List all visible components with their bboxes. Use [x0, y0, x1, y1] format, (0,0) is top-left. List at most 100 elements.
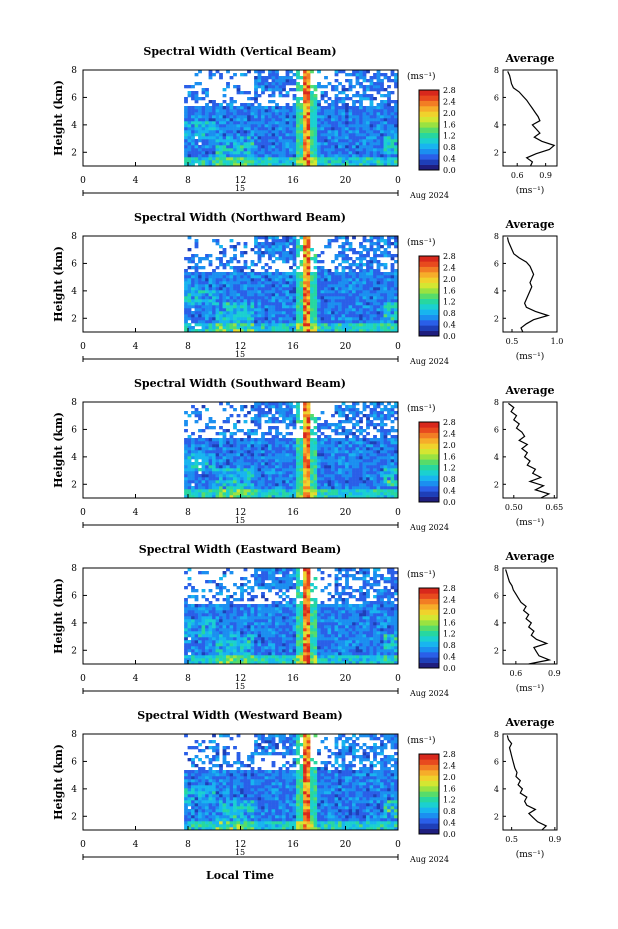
heatmap-cell [383, 112, 388, 116]
heatmap-cell [376, 462, 381, 466]
heatmap-cell [247, 148, 251, 152]
heatmap-cell [338, 495, 342, 499]
heatmap-cell [257, 76, 262, 80]
heatmap-cell [194, 160, 199, 164]
heatmap-cell [184, 163, 188, 167]
heatmap-cell [320, 148, 325, 152]
heatmap-cell [268, 251, 272, 255]
heatmap-cell [299, 483, 304, 487]
heatmap-cell [250, 133, 255, 137]
heatmap-cell [278, 115, 283, 119]
heatmap-cell [229, 471, 234, 475]
heatmap-cell [352, 468, 356, 472]
heatmap-cell [366, 88, 370, 92]
heatmap-cell [373, 441, 377, 445]
heatmap-cell [352, 465, 356, 469]
heatmap-cell [198, 257, 202, 261]
heatmap-cell [359, 263, 363, 267]
heatmap-cell [219, 465, 223, 469]
heatmap-cell [320, 468, 325, 472]
heatmap-cell [289, 305, 293, 309]
heatmap-cell [198, 160, 202, 164]
heatmap-cell [275, 408, 279, 412]
heatmap-cell [299, 317, 304, 321]
heatmap-cell [362, 456, 367, 460]
heatmap-cell [282, 468, 286, 472]
heatmap-cell [394, 278, 398, 282]
heatmap-cell [292, 495, 297, 499]
heatmap-cell [271, 151, 276, 155]
heatmap-cell [292, 130, 297, 134]
heatmap-cell [261, 109, 265, 113]
heatmap-cell [303, 326, 307, 330]
heatmap-cell [334, 148, 339, 152]
heatmap-cell [376, 154, 381, 158]
heatmap-cell [184, 154, 188, 158]
heatmap-cell [261, 242, 265, 246]
heatmap-cell [296, 311, 300, 315]
heatmap-cell [222, 160, 227, 164]
heatmap-cell [271, 489, 276, 493]
heatmap-cell [334, 151, 339, 155]
heatmap-cell [359, 121, 363, 125]
heatmap-cell [313, 103, 318, 107]
heatmap-cell [373, 275, 377, 279]
heatmap-cell [205, 426, 209, 430]
heatmap-cell [355, 305, 360, 309]
heatmap-cell [236, 142, 241, 146]
heatmap-cell [383, 311, 388, 315]
heatmap-cell [390, 489, 395, 493]
heatmap-cell [331, 130, 335, 134]
heatmap-cell [390, 160, 395, 164]
heatmap-cell [373, 402, 377, 406]
heatmap-cell [387, 124, 391, 128]
heatmap-cell [240, 284, 244, 288]
heatmap-cell [285, 121, 290, 125]
heatmap-cell [285, 408, 290, 412]
heatmap-cell [289, 242, 293, 246]
heatmap-cell [341, 402, 346, 406]
heatmap-cell [313, 447, 318, 451]
heatmap-cell [334, 305, 339, 309]
heatmap-cell [226, 281, 230, 285]
heatmap-cell [268, 151, 272, 155]
heatmap-cell [215, 314, 220, 318]
heatmap-cell [226, 474, 230, 478]
heatmap-cell [187, 85, 192, 89]
heatmap-cell [348, 112, 353, 116]
heatmap-cell [208, 281, 213, 285]
heatmap-cell [233, 281, 237, 285]
heatmap-cell [390, 471, 395, 475]
heatmap-cell [278, 299, 283, 303]
heatmap-cell [261, 447, 265, 451]
heatmap-cell [296, 284, 300, 288]
heatmap-cell [303, 429, 307, 433]
heatmap-cell [359, 97, 363, 101]
heatmap-cell [331, 423, 335, 427]
heatmap-cell [348, 459, 353, 463]
heatmap-cell [352, 73, 356, 77]
heatmap-cell [369, 100, 374, 104]
heatmap-cell [257, 311, 262, 315]
heatmap-cell [271, 468, 276, 472]
heatmap-cell [250, 486, 255, 490]
heatmap-cell [376, 402, 381, 406]
heatmap-cell [268, 305, 272, 309]
heatmap-cell [275, 136, 279, 140]
colorbar-segment [419, 475, 439, 481]
colorbar-frame [418, 421, 440, 503]
heatmap-cell [268, 76, 272, 80]
heatmap-cell [257, 450, 262, 454]
heatmap-cell [299, 308, 304, 312]
heatmap-cell [327, 242, 332, 246]
colorbar-tick-label: 0.0 [443, 498, 456, 507]
heatmap-cell [341, 471, 346, 475]
heatmap-cell [338, 254, 342, 258]
heatmap-cell [317, 429, 321, 433]
heatmap-cell [275, 103, 279, 107]
heatmap-cell [299, 299, 304, 303]
heatmap-cell [359, 163, 363, 167]
heatmap-cell [383, 281, 388, 285]
heatmap-cell [215, 109, 220, 113]
